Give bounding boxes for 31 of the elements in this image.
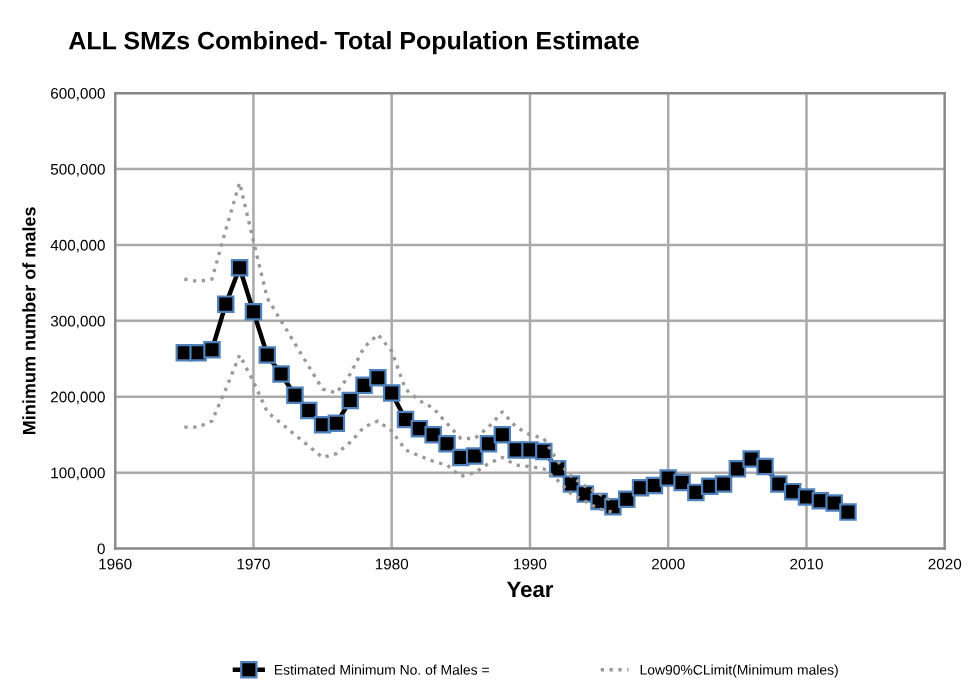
point bbox=[286, 386, 304, 404]
point bbox=[230, 258, 249, 277]
point bbox=[258, 346, 277, 364]
point bbox=[742, 450, 760, 468]
point bbox=[382, 384, 401, 402]
point bbox=[299, 401, 318, 420]
point bbox=[465, 447, 484, 465]
point bbox=[272, 365, 290, 383]
point bbox=[369, 369, 387, 387]
x-axis-title: Year bbox=[506, 581, 554, 598]
point bbox=[217, 295, 235, 313]
point bbox=[825, 494, 843, 512]
point bbox=[493, 425, 512, 444]
point bbox=[728, 460, 747, 478]
point bbox=[618, 490, 636, 508]
point bbox=[535, 442, 553, 461]
point bbox=[424, 425, 442, 444]
point bbox=[327, 414, 346, 433]
y-axis-title: Minimum number of males bbox=[22, 207, 36, 435]
chart-title: ALL SMZs Combined- Total Population Estimate bbox=[68, 31, 639, 55]
point bbox=[341, 391, 359, 410]
point bbox=[659, 469, 677, 487]
point bbox=[244, 302, 263, 321]
point bbox=[438, 435, 456, 453]
point bbox=[203, 340, 221, 359]
point bbox=[479, 435, 498, 453]
point bbox=[839, 503, 857, 521]
point bbox=[673, 473, 691, 492]
point bbox=[770, 475, 788, 493]
point bbox=[756, 457, 774, 476]
point bbox=[714, 475, 733, 493]
